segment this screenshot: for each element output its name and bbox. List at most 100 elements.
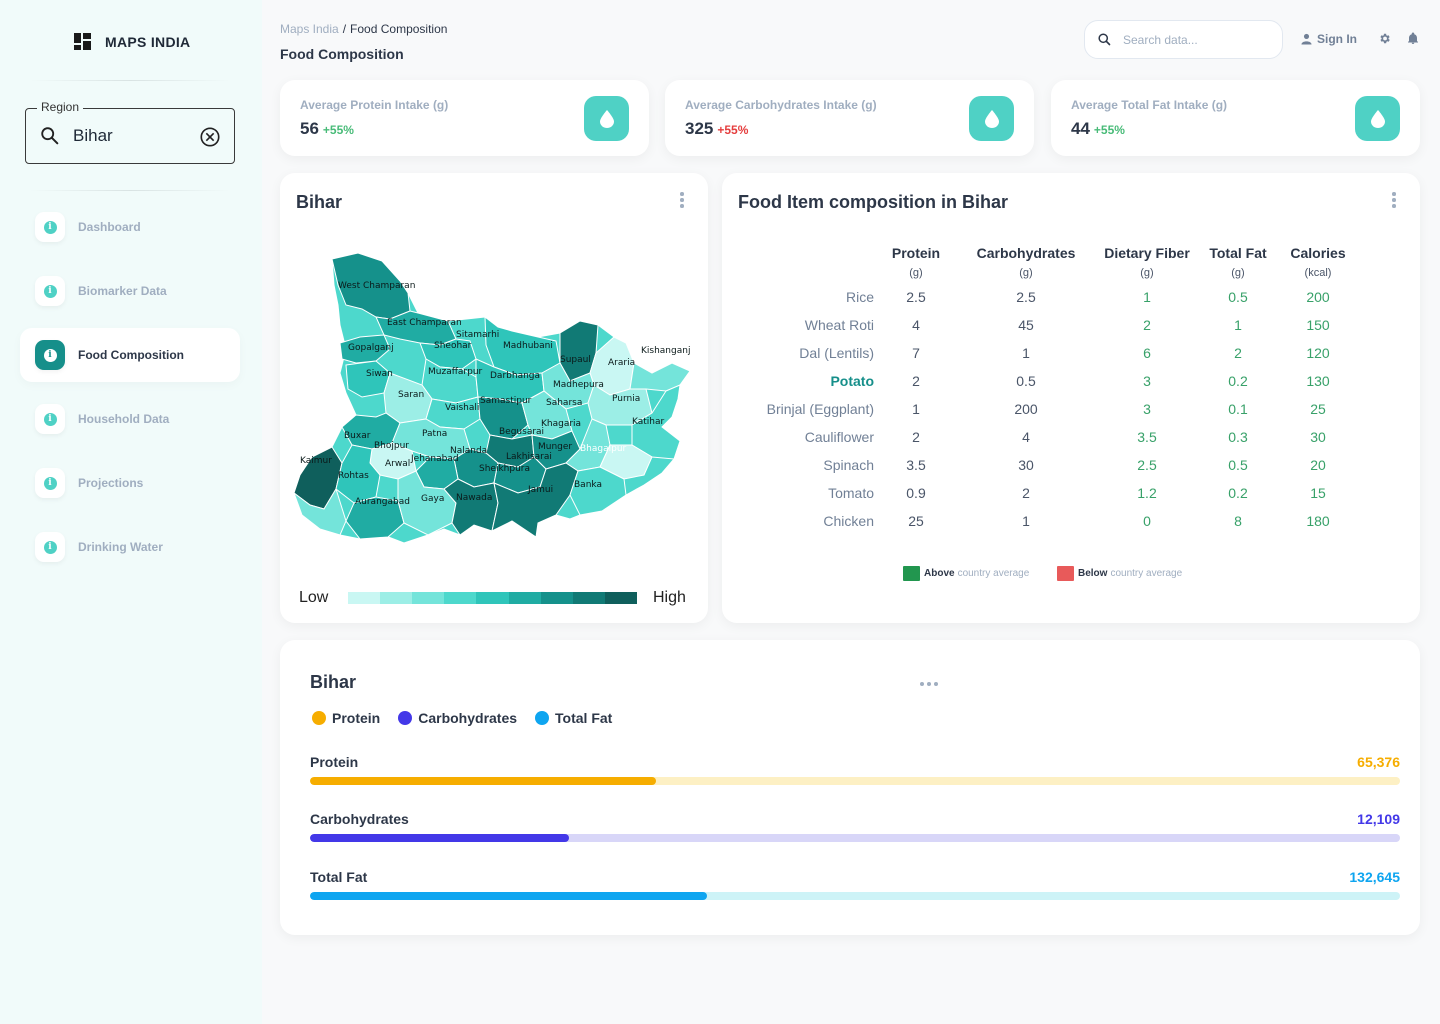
sidebar-item-dashboard[interactable]: i Dashboard xyxy=(20,200,240,254)
progress-value: 132,645 xyxy=(1349,869,1400,885)
clear-icon[interactable] xyxy=(199,126,221,148)
food-item-name: Wheat Roti xyxy=(804,317,874,333)
bihar-map[interactable]: West Champaran East Champaran Sitamarhi … xyxy=(280,213,708,593)
district-label: Sitamarhi xyxy=(456,330,499,340)
district-label: East Champaran xyxy=(387,318,462,328)
column-header[interactable]: Protein xyxy=(891,245,941,261)
table-cell: 200 xyxy=(1306,289,1330,305)
food-item-name: Potato xyxy=(830,373,874,389)
district-label: Kishanganj xyxy=(641,346,690,356)
table-row[interactable]: Spinach 3.5 30 2.5 0.5 20 xyxy=(752,451,1360,479)
breadcrumb-separator: / xyxy=(342,22,347,36)
sidebar-item-food-composition[interactable]: i Food Composition xyxy=(20,328,240,382)
district-label: Arwal xyxy=(385,459,410,469)
sidebar-item-label: Food Composition xyxy=(78,348,184,362)
app-logo[interactable]: MAPS INDIA xyxy=(74,33,190,50)
district-label: Aurangabad xyxy=(355,497,410,507)
district-label: Araria xyxy=(608,358,635,368)
water-drop-icon xyxy=(984,109,999,128)
stat-card-total-fat: Average Total Fat Intake (g) 44 +55% xyxy=(1051,80,1420,156)
table-cell: 0.2 xyxy=(1228,373,1248,389)
region-value[interactable]: Bihar xyxy=(73,126,113,145)
table-cell: 0.5 xyxy=(1228,289,1248,305)
table-cell: 4 xyxy=(912,317,920,333)
progress-track xyxy=(310,834,1400,842)
food-item-name: Tomato xyxy=(828,485,874,501)
scale-step xyxy=(444,592,477,604)
district-label: Jamui xyxy=(527,485,553,495)
table-row[interactable]: Potato 2 0.5 3 0.2 130 xyxy=(752,367,1360,395)
bell-icon[interactable] xyxy=(1407,32,1419,45)
more-horizontal-icon[interactable] xyxy=(920,682,938,686)
water-drop-icon xyxy=(1370,109,1385,128)
sidebar-item-projections[interactable]: i Projections xyxy=(20,456,240,510)
stat-card-protein: Average Protein Intake (g) 56 +55% xyxy=(280,80,649,156)
district-label: Buxar xyxy=(344,431,371,441)
food-table-card: Food Item composition in Bihar Protein C… xyxy=(722,173,1420,623)
progress-row-carbohydrates: Carbohydrates 12,109 xyxy=(310,811,1400,842)
column-header[interactable]: Dietary Fiber xyxy=(1104,245,1190,261)
map-region xyxy=(335,444,381,504)
progress-label: Protein xyxy=(310,754,359,770)
district-label: Gaya xyxy=(421,494,444,504)
district-label: Patna xyxy=(422,429,447,439)
progress-row-total-fat: Total Fat 132,645 xyxy=(310,869,1400,900)
legend-swatch xyxy=(1057,566,1074,581)
search-box[interactable] xyxy=(1084,20,1283,59)
sidebar: MAPS INDIA Region Bihar i Dashboard i Bi… xyxy=(0,0,262,1024)
scale-step xyxy=(348,592,381,604)
food-item-name: Cauliflower xyxy=(804,429,874,445)
region-select[interactable]: Region Bihar xyxy=(25,100,235,164)
table-title: Food Item composition in Bihar xyxy=(738,192,1008,212)
map-region xyxy=(292,487,347,536)
table-row[interactable]: Brinjal (Eggplant) 1 200 3 0.1 25 xyxy=(752,395,1360,423)
search-input[interactable] xyxy=(1123,32,1273,47)
more-options-icon[interactable] xyxy=(1392,192,1396,208)
table-cell: 25 xyxy=(1310,401,1326,417)
dashboard-logo-icon xyxy=(74,33,91,50)
column-header[interactable]: Total Fat xyxy=(1209,245,1267,261)
table-cell: 6 xyxy=(1143,345,1151,361)
column-header[interactable]: Calories xyxy=(1290,245,1346,261)
district-label: West Champaran xyxy=(338,281,415,291)
table-cell: 2.5 xyxy=(906,289,926,305)
table-cell: 30 xyxy=(1310,429,1326,445)
table-row[interactable]: Wheat Roti 4 45 2 1 150 xyxy=(752,311,1360,339)
sidebar-item-drinking-water[interactable]: i Drinking Water xyxy=(20,520,240,574)
region-label: Region xyxy=(37,100,84,114)
map-region xyxy=(345,496,405,540)
stat-change: +55% xyxy=(322,123,354,137)
legend-low-label: Low xyxy=(299,589,329,606)
district-label: Siwan xyxy=(366,369,393,379)
table-row[interactable]: Dal (Lentils) 7 1 6 2 120 xyxy=(752,339,1360,367)
scale-step xyxy=(604,592,637,604)
breadcrumb-root[interactable]: Maps India xyxy=(280,22,339,36)
table-cell: 8 xyxy=(1234,513,1242,529)
column-header[interactable]: Carbohydrates xyxy=(976,245,1076,261)
stat-icon-box xyxy=(584,96,629,141)
more-options-icon[interactable] xyxy=(680,192,684,208)
column-header xyxy=(752,243,874,263)
table-cell: 200 xyxy=(1014,401,1038,417)
table-row[interactable]: Cauliflower 2 4 3.5 0.3 30 xyxy=(752,423,1360,451)
progress-value: 65,376 xyxy=(1357,754,1400,770)
legend-above: Above country average xyxy=(903,566,1029,581)
table-cell: 2.5 xyxy=(1016,289,1036,305)
sign-in-label: Sign In xyxy=(1317,32,1357,46)
progress-track xyxy=(310,892,1400,900)
app-name: MAPS INDIA xyxy=(105,33,191,50)
table-row[interactable]: Rice 2.5 2.5 1 0.5 200 xyxy=(752,283,1360,311)
gear-icon[interactable] xyxy=(1378,32,1391,45)
table-cell: 3 xyxy=(1143,373,1151,389)
table-row[interactable]: Tomato 0.9 2 1.2 0.2 15 xyxy=(752,479,1360,507)
district-label: Sheohar xyxy=(434,341,472,351)
sidebar-item-household-data[interactable]: i Household Data xyxy=(20,392,240,446)
district-label: Samastipur xyxy=(480,396,532,406)
stat-card-carbohydrates: Average Carbohydrates Intake (g) 325 +55% xyxy=(665,80,1034,156)
sidebar-item-biomarker-data[interactable]: i Biomarker Data xyxy=(20,264,240,318)
district-label: Bhojpur xyxy=(374,441,409,451)
table-cell: 0.3 xyxy=(1228,429,1248,445)
column-unit: (g) xyxy=(1140,267,1154,279)
sign-in-button[interactable]: Sign In xyxy=(1301,32,1357,46)
table-row[interactable]: Chicken 25 1 0 8 180 xyxy=(752,507,1360,535)
